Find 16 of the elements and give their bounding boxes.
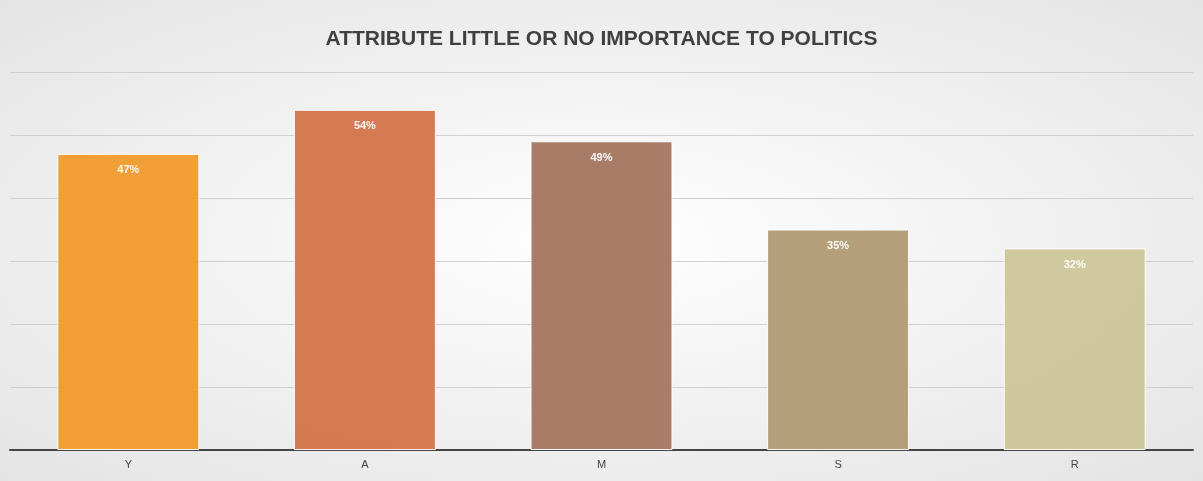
- data-label: 54%: [353, 119, 377, 132]
- data-label: 47%: [117, 163, 140, 176]
- data-label: 32%: [1063, 257, 1086, 270]
- data-label: 35%: [827, 239, 850, 251]
- bar: [1003, 248, 1146, 450]
- x-tick-label: A: [361, 457, 370, 470]
- x-tick-label: S: [834, 457, 842, 470]
- bar: [530, 141, 673, 450]
- chart-title: ATTRIBUTE LITTLE OR NO IMPORTANCE TO POLITICS: [325, 26, 878, 49]
- x-tick-label: Y: [124, 457, 133, 470]
- bar: [57, 153, 200, 450]
- x-tick-label: R: [1070, 457, 1079, 470]
- bar: [767, 229, 910, 450]
- data-label: 49%: [590, 150, 613, 163]
- x-tick-label: M: [596, 457, 607, 470]
- bar: [293, 109, 436, 450]
